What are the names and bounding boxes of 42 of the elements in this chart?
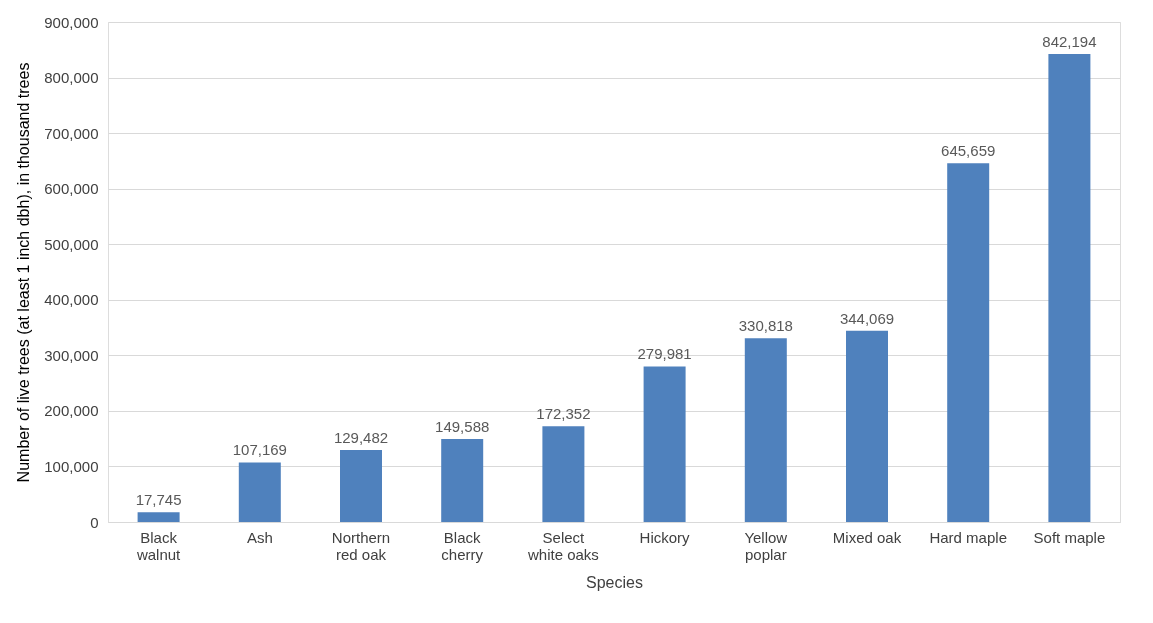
data-label: 330,818 <box>738 317 793 335</box>
y-tick-label: 100,000 <box>44 457 99 475</box>
data-label: 279,981 <box>637 345 692 363</box>
bar <box>137 512 180 522</box>
x-tick-label: Ash <box>246 528 273 546</box>
x-tick-label: Mixed oak <box>832 528 902 546</box>
bar <box>947 163 990 522</box>
y-tick-label: 900,000 <box>44 13 99 31</box>
bar <box>744 338 787 522</box>
y-axis-title: Number of live trees (at least 1 inch dbh), in thousand trees <box>15 62 33 483</box>
y-tick-label: 800,000 <box>44 69 99 87</box>
y-tick-label: 200,000 <box>44 402 99 420</box>
bar <box>846 330 888 522</box>
data-label: 129,482 <box>333 429 389 447</box>
y-tick-label: 0 <box>90 513 99 531</box>
bar <box>643 366 686 522</box>
y-tick-label: 700,000 <box>44 124 99 142</box>
data-label: 344,069 <box>839 309 895 327</box>
x-axis-title: Species <box>586 573 643 591</box>
x-tick-label: Soft maple <box>1033 528 1106 546</box>
data-label: 172,352 <box>536 405 591 423</box>
bar <box>542 426 585 522</box>
x-tick-label: Black cherry <box>441 528 484 563</box>
x-tick-label: Black walnut <box>135 528 182 563</box>
data-label: 107,169 <box>232 441 287 459</box>
y-tick-label: 300,000 <box>44 346 99 364</box>
data-label: 149,588 <box>435 417 490 435</box>
bar <box>1048 54 1091 522</box>
x-tick-label: Hickory <box>639 528 691 546</box>
bar <box>238 462 281 522</box>
x-tick-label: Northern red oak <box>331 528 391 563</box>
bar <box>441 438 484 522</box>
data-label: 17,745 <box>135 491 182 509</box>
y-tick-label: 500,000 <box>44 235 99 253</box>
y-tick-label: 600,000 <box>44 180 99 198</box>
bar <box>340 450 382 522</box>
x-tick-label: Yellow poplar <box>744 528 788 563</box>
data-label: 645,659 <box>941 142 996 160</box>
y-tick-label: 400,000 <box>44 291 99 309</box>
x-tick-label: Select white oaks <box>526 528 599 563</box>
data-label: 842,194 <box>1042 33 1097 51</box>
x-tick-label: Hard maple <box>929 528 1007 546</box>
